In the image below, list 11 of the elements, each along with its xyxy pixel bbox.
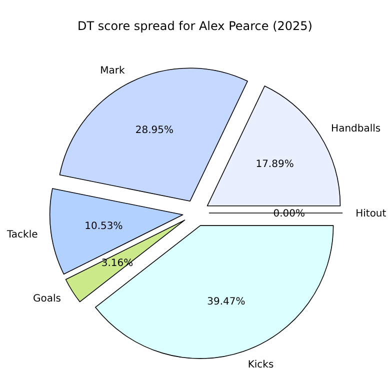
data-label: 39.47% — [207, 296, 246, 308]
slice-label: Mark — [100, 66, 125, 77]
slice-label: Handballs — [331, 123, 381, 134]
slice-label: Kicks — [248, 359, 274, 370]
chart-title: DT score spread for Alex Pearce (2025) — [77, 19, 313, 33]
data-label: 28.95% — [135, 125, 174, 136]
data-label: 17.89% — [256, 158, 294, 170]
data-label: 10.53% — [84, 220, 123, 232]
slice-label: Tackle — [6, 230, 38, 241]
category-label: Hitout — [356, 208, 386, 220]
slice-label: Goals — [32, 294, 61, 305]
